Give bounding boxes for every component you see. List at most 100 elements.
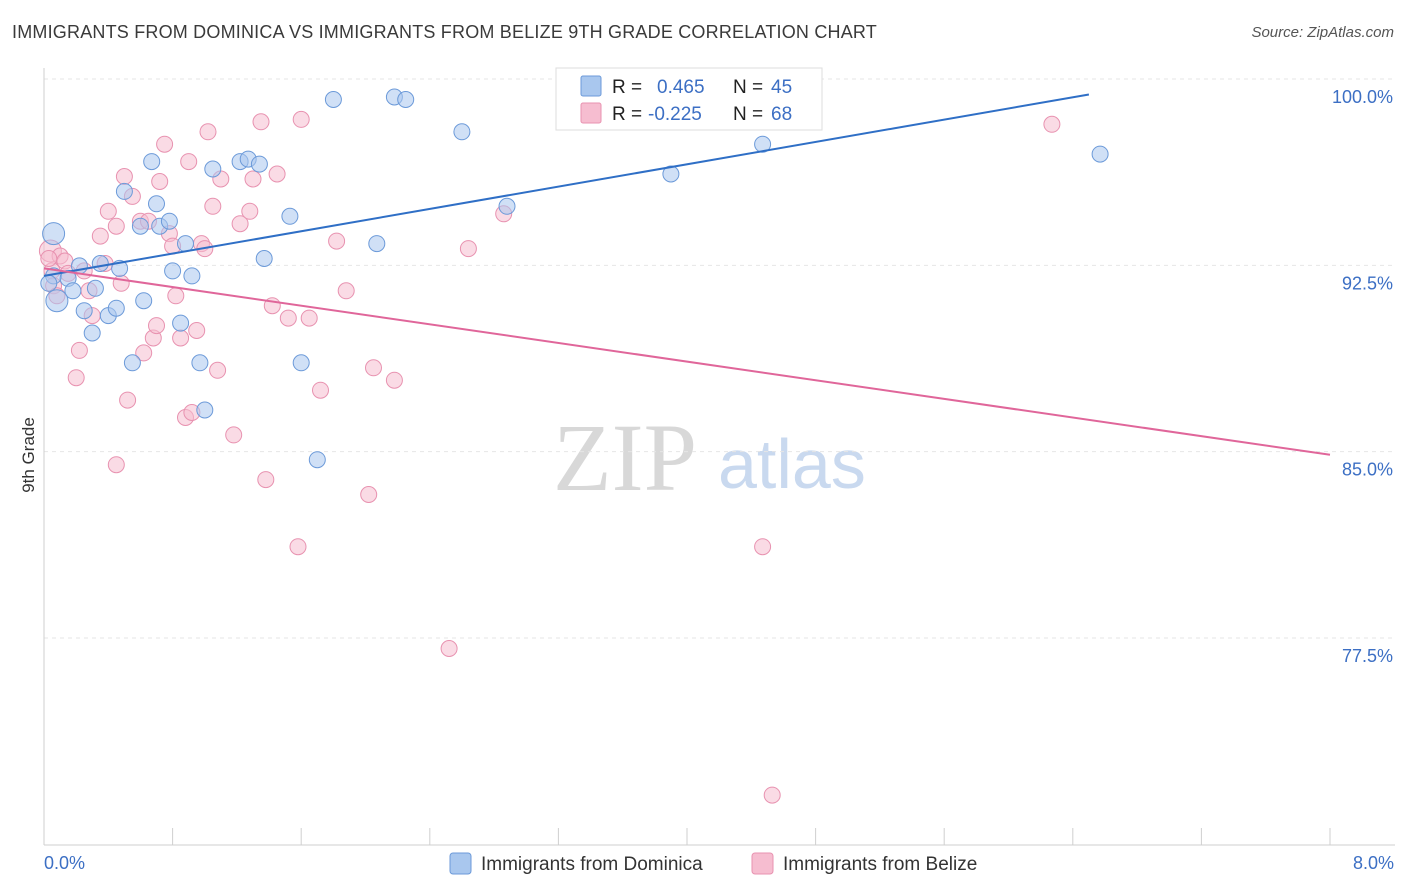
dominica-point	[135, 292, 153, 310]
bottom-legend-swatch-belize	[751, 852, 774, 875]
belize-point	[209, 361, 227, 379]
dominica-point	[324, 91, 342, 108]
belize-point	[180, 153, 198, 171]
belize-point	[115, 168, 133, 185]
legend-r-value-2: -0.225	[648, 104, 702, 125]
belize-point	[300, 309, 318, 327]
y-tick-label: 85.0%	[1342, 460, 1393, 480]
chart-source: Source: ZipAtlas.com	[1251, 24, 1394, 41]
trend-lines	[43, 93, 1331, 456]
dominica-point	[123, 354, 141, 372]
legend-swatch-blue	[580, 75, 602, 97]
bottom-legend-label-belize: Immigrants from Belize	[783, 854, 977, 875]
legend-swatch-pink	[580, 102, 602, 124]
dominica-point	[172, 314, 190, 332]
belize-point	[199, 123, 217, 141]
dominica-point	[45, 289, 69, 313]
belize-point	[459, 240, 477, 258]
dominica-point	[204, 160, 222, 178]
dominica-point	[115, 182, 133, 200]
legend-r-value-1: 0.465	[657, 77, 705, 98]
series-legend: Immigrants from Dominica Immigrants from…	[449, 852, 977, 875]
watermark: ZIP atlas	[553, 404, 866, 511]
series-belize-points	[38, 88, 1061, 804]
dominica-point	[453, 123, 471, 141]
belize-point	[151, 173, 169, 190]
belize-point	[135, 344, 153, 362]
x-ticks	[43, 828, 1331, 845]
belize-point	[292, 110, 310, 128]
belize-point	[279, 309, 297, 327]
belize-point	[225, 426, 243, 444]
y-tick-label: 77.5%	[1342, 646, 1393, 666]
dominica-point	[177, 235, 194, 253]
dominica-point	[164, 262, 182, 280]
dominica-point	[40, 274, 58, 292]
dominica-point	[183, 267, 201, 285]
y-tick-labels: 100.0% 92.5% 85.0% 77.5%	[1332, 87, 1393, 666]
dominica-point	[662, 165, 680, 183]
chart-title: IMMIGRANTS FROM DOMINICA VS IMMIGRANTS F…	[12, 22, 877, 42]
x-tick-label-min: 0.0%	[44, 853, 85, 873]
dominica-point	[250, 155, 268, 173]
dominica-point	[196, 401, 214, 419]
dominica-point	[255, 250, 273, 267]
belize-point	[1043, 115, 1061, 133]
watermark-atlas: atlas	[718, 425, 866, 503]
dominica-point	[191, 354, 209, 372]
dominica-point	[83, 324, 101, 342]
belize-point	[440, 640, 458, 657]
bottom-legend-label-dominica: Immigrants from Dominica	[481, 854, 703, 875]
belize-point	[289, 538, 307, 556]
trend-line-dominica	[43, 93, 1090, 277]
dominica-point	[754, 135, 772, 153]
trend-line-belize	[43, 267, 1331, 456]
belize-point	[204, 197, 222, 215]
belize-point	[360, 486, 378, 503]
stats-legend: R = 0.465 N = 45 R = -0.225 N = 68	[555, 67, 823, 131]
y-tick-label: 100.0%	[1332, 87, 1393, 107]
dominica-point	[75, 302, 93, 320]
belize-point	[385, 371, 403, 389]
belize-point	[257, 471, 275, 489]
dominica-point	[42, 222, 66, 246]
dominica-point	[292, 354, 310, 372]
dominica-point	[498, 197, 516, 215]
belize-point	[231, 215, 249, 233]
dominica-point	[368, 235, 386, 253]
belize-point	[107, 456, 125, 474]
belize-point	[99, 202, 117, 220]
belize-point	[107, 217, 125, 235]
belize-point	[167, 287, 185, 305]
axes	[43, 68, 1395, 846]
dominica-point	[160, 212, 178, 230]
legend-n-label-1: N =	[733, 77, 763, 98]
belize-point	[241, 202, 259, 220]
belize-point	[763, 786, 781, 804]
belize-point	[67, 369, 85, 387]
legend-r-label-1: R =	[612, 77, 642, 98]
belize-point	[112, 274, 130, 292]
y-tick-label: 92.5%	[1342, 273, 1393, 293]
belize-point	[119, 391, 137, 409]
dominica-point	[107, 299, 125, 317]
belize-point	[337, 282, 355, 300]
belize-point	[188, 322, 206, 339]
dominica-point	[131, 217, 149, 235]
belize-point	[754, 538, 772, 556]
dominica-point	[148, 195, 165, 213]
belize-point	[328, 232, 346, 250]
series-dominica-points	[40, 88, 1109, 469]
belize-point	[148, 317, 165, 335]
dominica-point	[143, 153, 161, 171]
dominica-point	[281, 207, 299, 225]
x-tick-label-max: 8.0%	[1353, 853, 1394, 873]
bottom-legend-swatch-dominica	[449, 852, 472, 875]
dominica-point	[86, 279, 104, 297]
y-axis-title: 9th Grade	[19, 417, 38, 493]
dominica-point	[64, 282, 82, 300]
belize-point	[172, 329, 190, 347]
belize-point	[40, 250, 58, 267]
dominica-point	[397, 91, 415, 108]
